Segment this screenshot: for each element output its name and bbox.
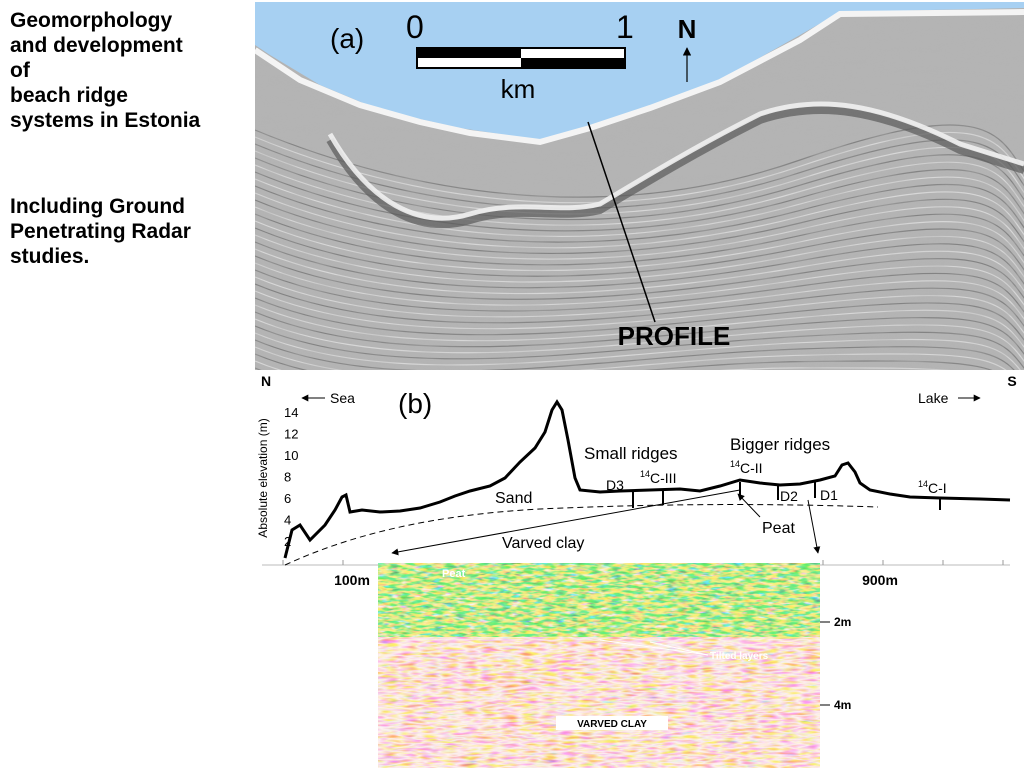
tilted-arrow bbox=[649, 641, 709, 656]
c14-iii: 14C-III bbox=[640, 469, 676, 486]
label: C-III bbox=[650, 470, 676, 486]
radar-top bbox=[378, 557, 820, 637]
elevation-curve bbox=[283, 399, 1011, 559]
ridge-light bbox=[327, 101, 1024, 221]
label: C-II bbox=[740, 460, 763, 476]
label: C-I bbox=[928, 480, 947, 496]
title: Geomorphology and development of beach r… bbox=[10, 8, 200, 133]
subtitle-line: studies. bbox=[10, 245, 90, 268]
south: S bbox=[1007, 373, 1016, 389]
c14-i: 14C-I bbox=[918, 479, 947, 496]
radar-link bbox=[391, 489, 741, 556]
ridge-line bbox=[255, 382, 1024, 432]
d3: D3 bbox=[606, 477, 624, 493]
coast-highlight bbox=[255, 9, 1024, 146]
radar-header bbox=[378, 557, 820, 563]
bigger-ridges: Bigger ridges bbox=[730, 435, 830, 454]
y-tick-label: 14 bbox=[284, 405, 298, 420]
radar-bottom bbox=[378, 637, 820, 768]
north: N bbox=[261, 373, 271, 389]
ridge-line bbox=[255, 396, 1024, 446]
sea bbox=[255, 2, 1024, 140]
y-axis-label: Absolute elevation (m) bbox=[256, 418, 270, 537]
profile-line bbox=[587, 121, 656, 323]
title-line: Geomorphology bbox=[10, 9, 173, 32]
panel-label: (b) bbox=[398, 388, 432, 419]
title-line: and development bbox=[10, 34, 183, 57]
peat-arrow bbox=[737, 493, 761, 518]
y-tick-label: 10 bbox=[284, 448, 298, 463]
clay-label-box bbox=[556, 716, 668, 730]
x-start: 100m bbox=[334, 572, 370, 588]
profile: N S Sea Lake (b) Absolute elevation (m) … bbox=[256, 373, 1017, 588]
ridge-line bbox=[255, 389, 1024, 439]
depth-2: 2m bbox=[834, 615, 851, 629]
map-image bbox=[255, 2, 1024, 446]
lake-label: Lake bbox=[918, 390, 949, 406]
radar-tilted: Tilted layers bbox=[710, 651, 769, 662]
subtitle-line: Penetrating Radar bbox=[10, 220, 191, 243]
subtitle-line: Including Ground bbox=[10, 195, 185, 218]
varved-clay: Varved clay bbox=[502, 535, 584, 552]
scale-start: 0 bbox=[406, 9, 424, 45]
sea-label: Sea bbox=[330, 390, 355, 406]
small-ridges: Small ridges bbox=[584, 444, 678, 463]
depth-4: 4m bbox=[834, 698, 851, 712]
c14-ii: 14C-II bbox=[730, 459, 763, 476]
x-end: 900m bbox=[862, 572, 898, 588]
sup: 14 bbox=[918, 479, 928, 489]
ridge-line bbox=[255, 367, 263, 370]
sand-boundary bbox=[284, 504, 879, 566]
sand: Sand bbox=[495, 490, 532, 507]
scale-end: 1 bbox=[616, 9, 634, 45]
title-line: of bbox=[10, 59, 30, 82]
radar-clay: VARVED CLAY bbox=[577, 719, 647, 730]
sup: 14 bbox=[730, 459, 740, 469]
sup: 14 bbox=[640, 469, 650, 479]
north-label: N bbox=[678, 14, 697, 44]
ridge-line bbox=[255, 375, 1024, 425]
profile-label: PROFILE bbox=[618, 321, 731, 351]
radar-link bbox=[807, 499, 821, 554]
d2: D2 bbox=[780, 488, 798, 504]
radar-peat: Peat bbox=[442, 568, 466, 580]
subtitle: Including Ground Penetrating Radar studi… bbox=[10, 194, 191, 269]
tilted-arrow bbox=[599, 639, 709, 656]
y-tick-label: 4 bbox=[284, 513, 291, 528]
ridge-shadow bbox=[326, 106, 1024, 229]
y-tick-label: 6 bbox=[284, 491, 291, 506]
title-line: systems in Estonia bbox=[10, 109, 201, 132]
y-tick-label: 8 bbox=[284, 470, 291, 485]
title-line: beach ridge bbox=[10, 84, 128, 107]
y-tick-label: 12 bbox=[284, 427, 298, 442]
sample-marks bbox=[632, 482, 941, 510]
radar-image: Peat Tilted layers VARVED CLAY 2m 4m bbox=[378, 557, 851, 768]
d1: D1 bbox=[820, 487, 838, 503]
panel-label: (a) bbox=[330, 23, 364, 54]
peat: Peat bbox=[762, 520, 795, 537]
scale-bar bbox=[416, 47, 626, 69]
scale-unit: km bbox=[501, 74, 536, 104]
